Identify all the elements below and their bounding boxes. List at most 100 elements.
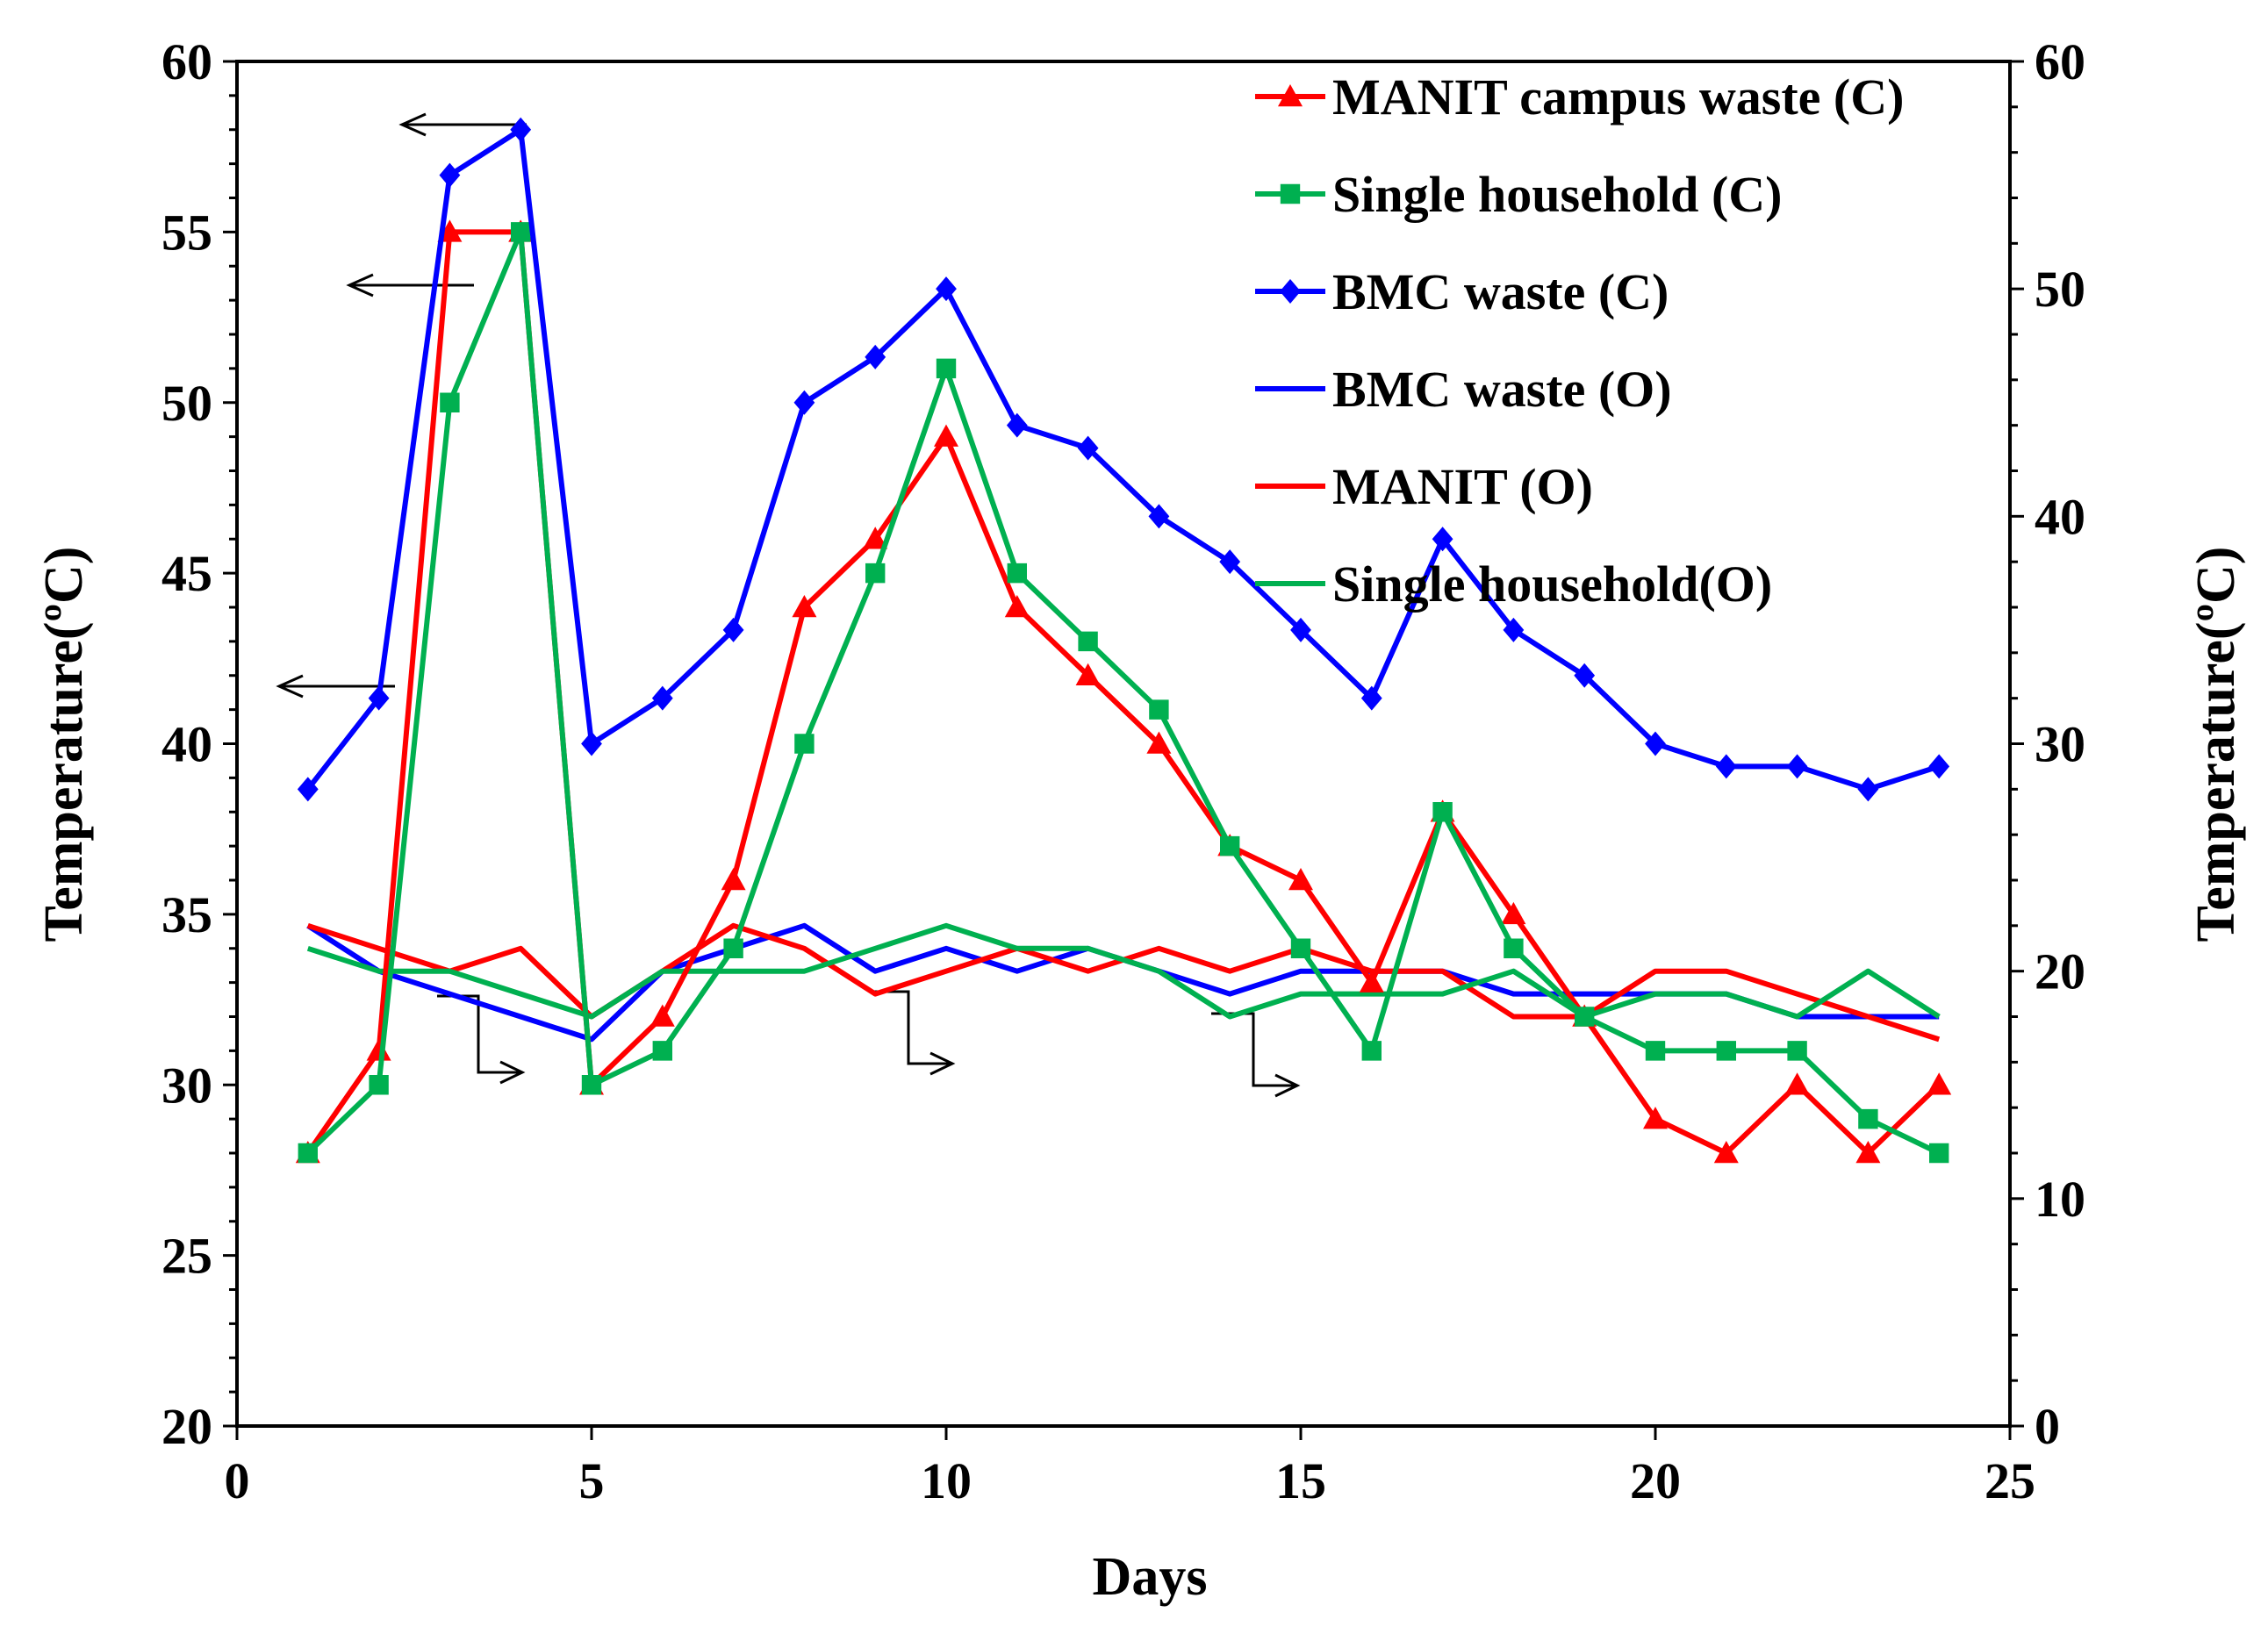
left-axis-tick-label: 50: [161, 375, 212, 432]
data-point-manit-campus-waste-c: [1501, 901, 1526, 925]
data-point-single-household-c: [1149, 699, 1169, 720]
legend-marker-manit-campus-waste-c: [1278, 84, 1303, 107]
right-axis-tick-label: 40: [2035, 488, 2085, 545]
data-point-manit-campus-waste-c: [1359, 970, 1384, 993]
left-axis-tick-label: 25: [161, 1228, 212, 1285]
data-point-bmc-waste-c: [1857, 777, 1879, 802]
right-axis-tick-label: 20: [2035, 943, 2085, 1000]
data-point-bmc-waste-c: [1432, 527, 1453, 552]
data-point-single-household-c: [865, 563, 886, 584]
data-point-bmc-waste-c: [865, 344, 886, 369]
data-point-single-household-c: [1432, 802, 1453, 822]
data-point-bmc-waste-c: [1148, 504, 1170, 529]
data-point-single-household-c: [1007, 563, 1027, 584]
left-axis-tick-label: 40: [161, 716, 212, 773]
data-point-bmc-waste-c: [1006, 412, 1028, 438]
left-axis-tick-label: 60: [161, 33, 212, 90]
right-axis-tick-label: 50: [2035, 261, 2085, 318]
axis-indicator-arrows: [276, 112, 1301, 1098]
data-point-single-household-c: [298, 1143, 318, 1164]
data-point-single-household-c: [652, 1041, 672, 1061]
data-point-manit-campus-waste-c: [1288, 868, 1313, 891]
legend-label-manit-o: MANIT (O): [1332, 458, 1593, 515]
series-line-single-household-o: [306, 922, 1941, 1020]
legend-label-bmc-waste-o: BMC waste (O): [1332, 361, 1672, 418]
x-axis-tick-label: 10: [921, 1452, 972, 1509]
data-point-bmc-waste-c: [1290, 617, 1311, 642]
x-axis-tick-label: 20: [1630, 1452, 1681, 1509]
data-point-single-household-c: [1078, 631, 1098, 652]
data-point-single-household-c: [1858, 1108, 1878, 1129]
data-point-bmc-waste-c: [1645, 731, 1666, 756]
data-point-bmc-waste-c: [722, 617, 744, 642]
data-point-bmc-waste-c: [1219, 549, 1241, 575]
data-point-bmc-waste-c: [581, 731, 602, 756]
left-axis-tick-label: 30: [161, 1057, 212, 1114]
data-point-manit-campus-waste-c: [1146, 731, 1172, 754]
right-axis-tick-label: 0: [2035, 1398, 2060, 1455]
data-point-bmc-waste-c: [793, 390, 815, 415]
data-point-bmc-waste-c: [1077, 435, 1099, 461]
data-point-manit-campus-waste-c: [934, 424, 958, 447]
series-line-single-household-c: [305, 229, 1941, 1156]
right-axis-ticks: 0 10 20 30 40 50 60: [2010, 33, 2085, 1455]
plot-frame: [235, 60, 2012, 1428]
data-point-bmc-waste-c: [936, 276, 957, 302]
data-point-bmc-waste-c: [1928, 754, 1950, 779]
data-point-bmc-waste-c: [1715, 754, 1737, 779]
x-axis-title: Days: [1093, 1547, 1208, 1607]
data-point-bmc-waste-c: [368, 685, 390, 711]
series-line-manit-o: [306, 922, 1941, 1043]
right-axis-tick-label: 30: [2035, 716, 2085, 773]
left-axis-tick-label: 20: [161, 1398, 212, 1455]
x-axis-ticks: 0 5 10 15 20 25: [225, 1426, 2035, 1509]
data-point-manit-campus-waste-c: [1713, 1141, 1739, 1164]
data-point-manit-campus-waste-c: [1784, 1072, 1810, 1095]
data-point-single-household-c: [1716, 1041, 1736, 1061]
data-point-single-household-c: [1929, 1143, 1949, 1164]
data-point-single-household-c: [936, 358, 957, 379]
data-point-bmc-waste-c: [1503, 617, 1525, 642]
data-point-single-household-c: [1787, 1041, 1807, 1061]
series-line-bmc-waste-c: [305, 126, 1941, 792]
legend-marker-single-household-c: [1280, 183, 1301, 204]
left-arrow-icon: [398, 112, 527, 137]
left-axis-tick-label: 55: [161, 204, 212, 261]
legend-label-single-household-o: Single household(O): [1332, 555, 1772, 613]
data-point-manit-campus-waste-c: [863, 527, 888, 549]
data-point-bmc-waste-c: [297, 777, 319, 802]
left-axis-ticks: 20 25 30 35 40 45 50 55 60: [161, 33, 237, 1455]
data-point-manit-campus-waste-c: [1927, 1072, 1952, 1095]
data-point-single-household-c: [794, 734, 815, 754]
data-point-manit-campus-waste-c: [1004, 595, 1030, 618]
data-point-manit-campus-waste-c: [1075, 663, 1101, 685]
left-axis-tick-label: 45: [161, 545, 212, 602]
y-axis-title-right: Temperature(ºC): [2186, 547, 2246, 942]
legend-label-single-household-c: Single household (C): [1332, 166, 1782, 223]
data-point-bmc-waste-c: [510, 117, 532, 142]
data-point-single-household-c: [581, 1075, 602, 1095]
data-point-bmc-waste-c: [1360, 685, 1382, 711]
right-arrow-icon: [1211, 1012, 1301, 1098]
data-point-single-household-c: [369, 1075, 389, 1095]
data-point-single-household-c: [511, 222, 531, 242]
data-point-manit-campus-waste-c: [721, 868, 746, 891]
legend-label-manit-campus-waste-c: MANIT campus waste (C): [1332, 68, 1904, 125]
x-axis-tick-label: 5: [579, 1452, 605, 1509]
data-point-manit-campus-waste-c: [650, 1004, 675, 1027]
series-line-manit-campus-waste-c: [305, 229, 1941, 1156]
right-arrow-icon: [437, 994, 526, 1085]
data-point-single-household-c: [1220, 835, 1240, 856]
left-arrow-icon: [346, 273, 474, 297]
right-axis-tick-label: 60: [2035, 33, 2085, 90]
data-point-bmc-waste-c: [651, 685, 673, 711]
x-axis-tick-label: 0: [225, 1452, 250, 1509]
legend-label-bmc-waste-c: BMC waste (C): [1332, 263, 1669, 320]
left-axis-tick-label: 35: [161, 886, 212, 943]
data-point-bmc-waste-c: [1786, 754, 1808, 779]
data-point-single-household-c: [1361, 1041, 1382, 1061]
data-point-single-household-c: [723, 938, 743, 958]
legend-marker-bmc-waste-c: [1280, 279, 1301, 304]
